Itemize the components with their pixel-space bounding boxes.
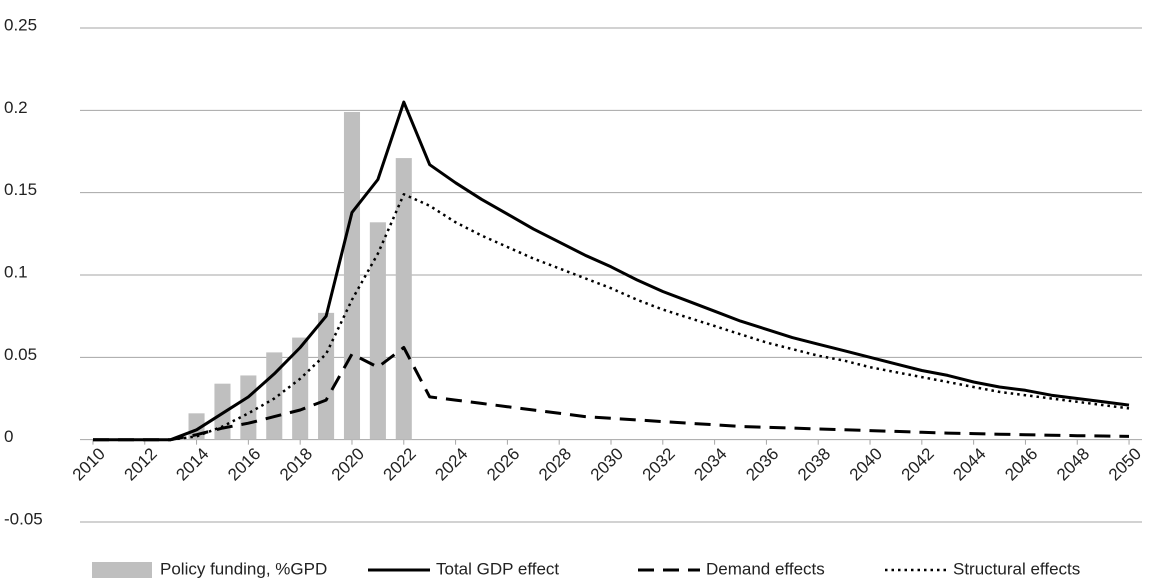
bar xyxy=(395,158,412,440)
x-tick-label: 2034 xyxy=(690,444,730,484)
x-tick-label: 2026 xyxy=(483,444,523,484)
bar xyxy=(292,337,309,440)
line xyxy=(93,100,1130,442)
x-tick-label: 2050 xyxy=(1105,444,1145,484)
legend-label: Demand effects xyxy=(706,559,825,578)
x-tick-label: 2012 xyxy=(121,444,161,484)
x-tick-label: 2010 xyxy=(69,444,109,484)
line xyxy=(93,193,1130,441)
x-tick-label: 2030 xyxy=(587,444,627,484)
x-tick-label: 2028 xyxy=(535,444,575,484)
x-tick-label: 2036 xyxy=(742,444,782,484)
y-tick-label: 0.15 xyxy=(4,180,37,199)
y-tick-label: 0.2 xyxy=(4,98,28,117)
bar xyxy=(318,312,335,440)
x-tick-label: 2032 xyxy=(639,444,679,484)
bar xyxy=(369,222,386,440)
y-tick-label: 0.05 xyxy=(4,345,37,364)
x-tick-label: 2046 xyxy=(1001,444,1041,484)
x-tick-label: 2044 xyxy=(949,444,989,484)
x-tick-label: 2016 xyxy=(224,444,264,484)
x-tick-label: 2042 xyxy=(898,444,938,484)
bar xyxy=(343,111,361,440)
x-tick-label: 2048 xyxy=(1053,444,1093,484)
x-tick-label: 2024 xyxy=(431,444,471,484)
x-tick-label: 2040 xyxy=(846,444,886,484)
y-tick-label: 0 xyxy=(4,427,13,446)
y-tick-label: 0.1 xyxy=(4,262,28,281)
legend-label: Policy funding, %GPD xyxy=(160,559,327,578)
bar xyxy=(266,352,283,440)
bar xyxy=(240,375,257,440)
x-tick-label: 2020 xyxy=(328,444,368,484)
x-tick-label: 2018 xyxy=(276,444,316,484)
legend-label: Total GDP effect xyxy=(436,559,559,578)
y-tick-label: 0.25 xyxy=(4,15,37,34)
x-tick-label: 2014 xyxy=(172,444,212,484)
x-tick-label: 2038 xyxy=(794,444,834,484)
x-tick-label: 2022 xyxy=(380,444,420,484)
legend-swatch xyxy=(92,562,152,578)
legend-label: Structural effects xyxy=(953,559,1080,578)
line xyxy=(93,346,1130,442)
y-tick-label: -0.05 xyxy=(4,509,43,528)
